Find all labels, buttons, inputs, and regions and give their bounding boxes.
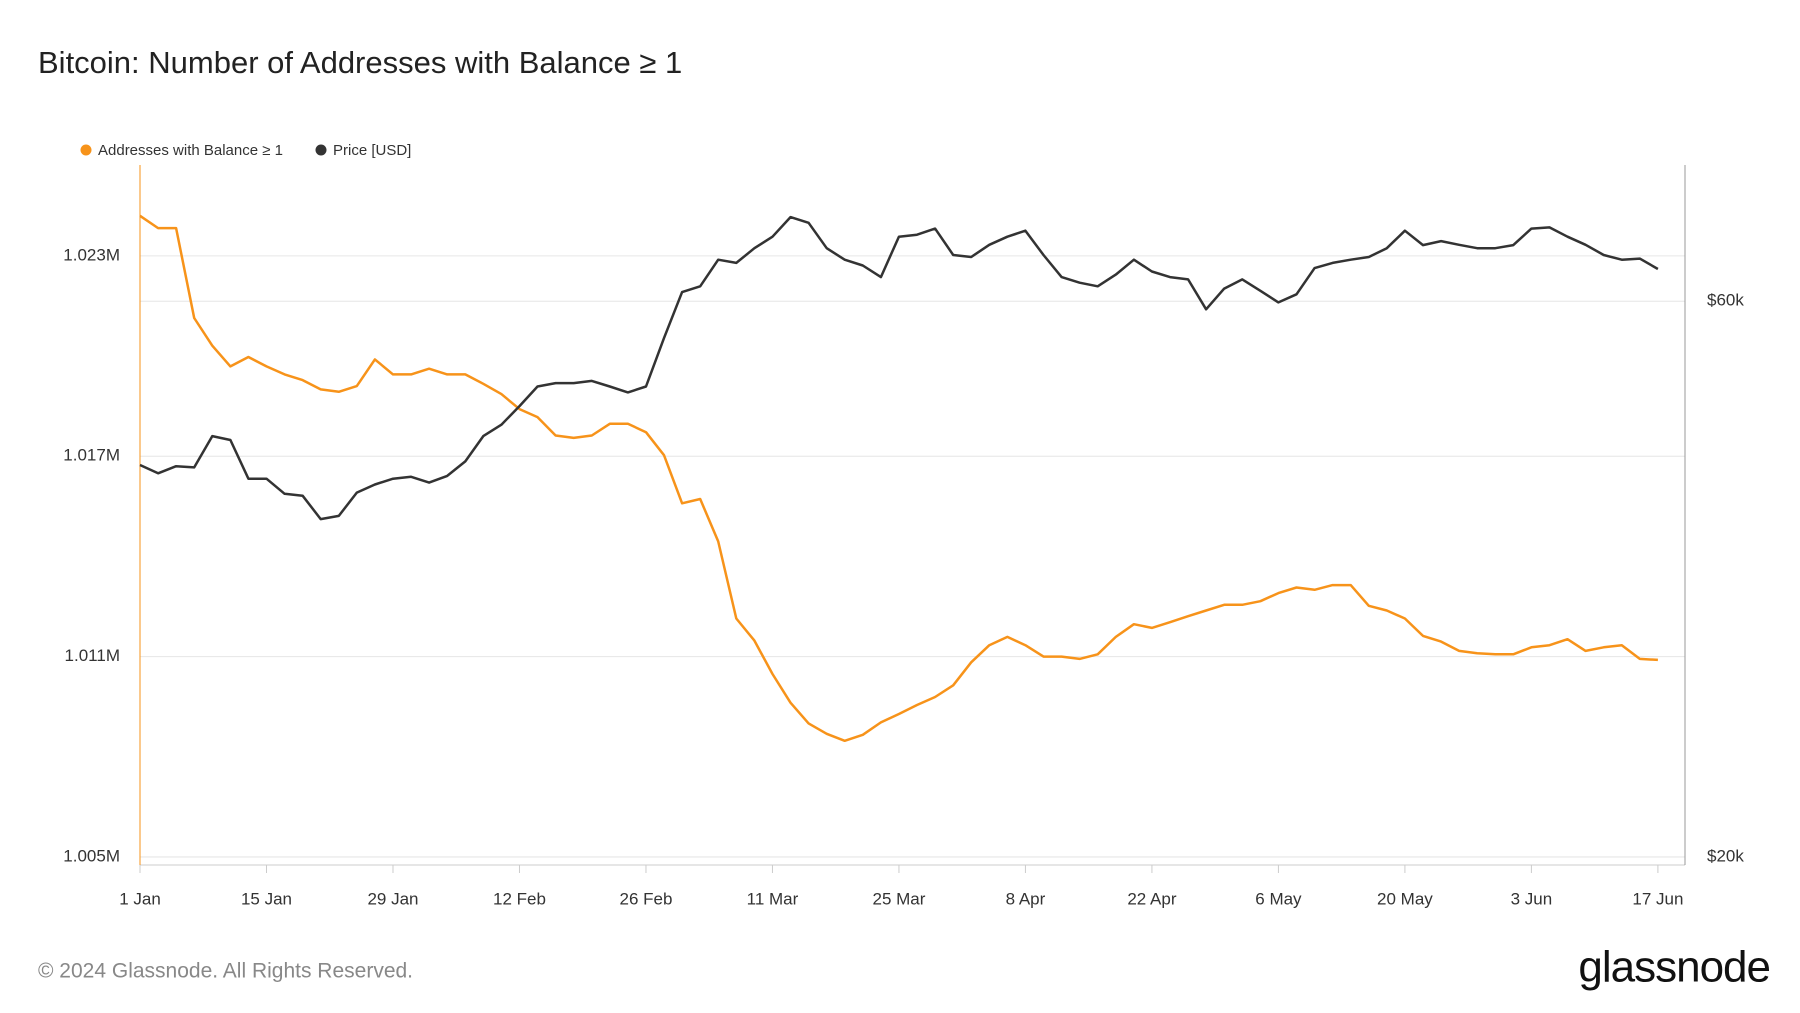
y-tick-label: 1.005M [63,846,120,865]
x-tick-label: 1 Jan [119,889,161,908]
y-tick-label: 1.011M [65,646,120,665]
x-tick-label: 11 Mar [747,889,799,908]
legend-marker [80,144,92,156]
y2-tick-label: $60k [1707,291,1744,310]
x-tick-label: 3 Jun [1511,889,1553,908]
legend-label: Price [USD] [333,142,411,159]
y2-tick-label: $20k [1707,846,1744,865]
y-tick-label: 1.017M [63,446,120,465]
copyright: © 2024 Glassnode. All Rights Reserved. [38,960,413,983]
logo: glassnode [1578,943,1770,992]
x-tick-label: 8 Apr [1006,889,1046,908]
legend-label: Addresses with Balance ≥ 1 [98,142,283,159]
legend-marker [315,144,327,156]
x-tick-label: 20 May [1377,889,1433,908]
x-tick-label: 26 Feb [619,889,672,908]
chart-title: Bitcoin: Number of Addresses with Balanc… [38,45,682,80]
y-tick-label: 1.023M [63,245,120,264]
x-tick-label: 12 Feb [493,889,546,908]
x-tick-label: 22 Apr [1127,889,1176,908]
series-line [139,215,1659,521]
x-tick-label: 25 Mar [872,889,925,908]
x-tick-label: 15 Jan [241,889,292,908]
x-tick-label: 6 May [1255,889,1302,908]
x-tick-label: 17 Jun [1632,889,1683,908]
x-tick-label: 29 Jan [367,889,418,908]
series-line [139,214,1658,743]
